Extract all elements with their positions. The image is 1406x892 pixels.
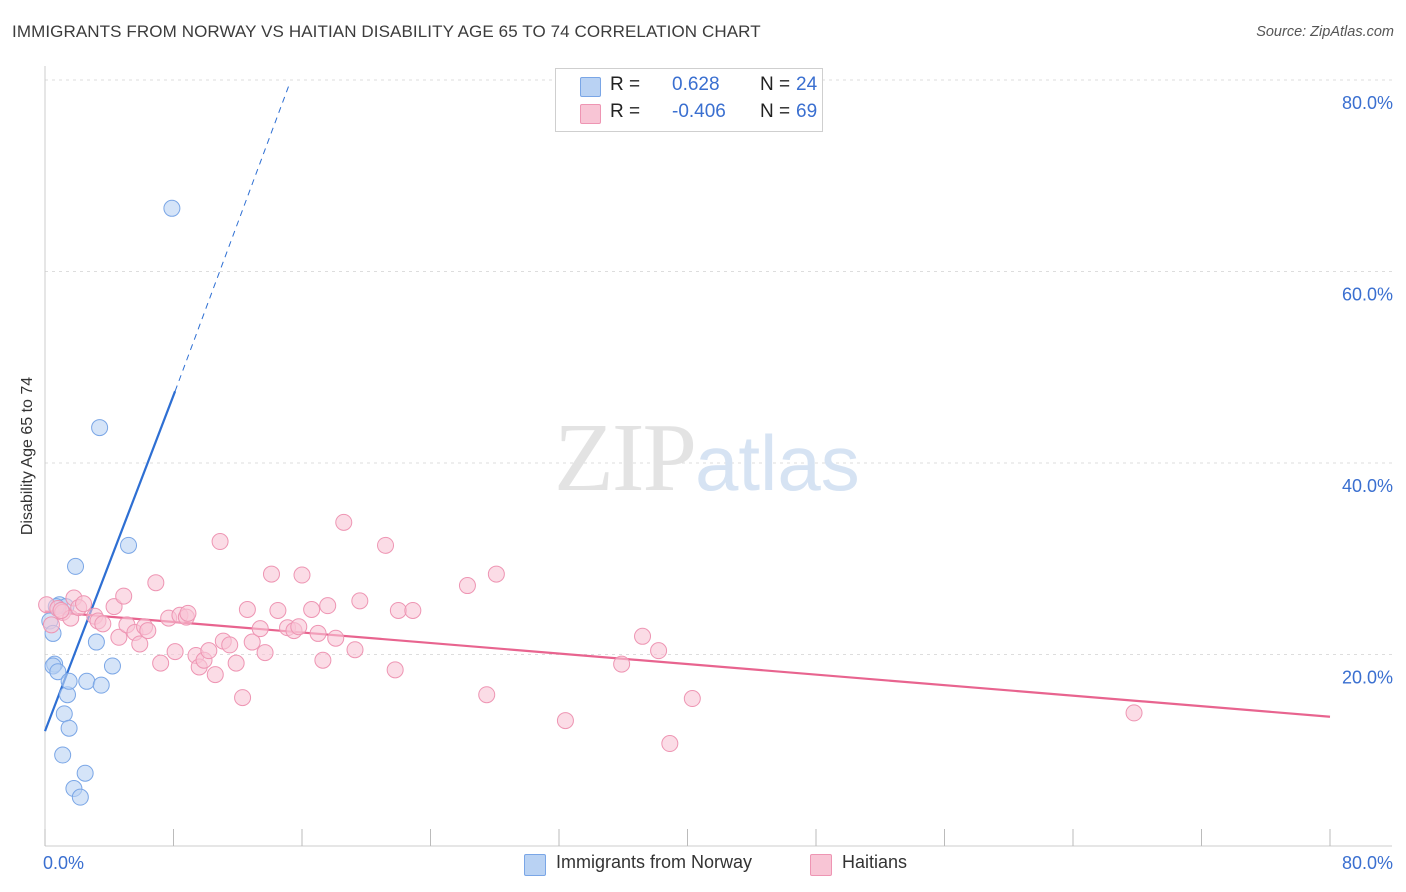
haitians-point: [94, 615, 112, 633]
haitians-point: [206, 666, 224, 684]
haitians-point: [661, 735, 679, 753]
haitians-point: [335, 513, 353, 531]
x-tick-label: 80.0%: [1342, 853, 1393, 873]
haitians-point: [386, 661, 404, 679]
y-tick-label: 80.0%: [1342, 93, 1393, 113]
y-tick-label: 20.0%: [1342, 668, 1393, 688]
legend-label: Haitians: [842, 852, 908, 872]
norway-swatch: [580, 77, 601, 97]
haitians-point: [613, 655, 631, 673]
haitians-point: [634, 627, 652, 645]
haitians-point: [351, 592, 369, 610]
norway-point: [60, 719, 78, 737]
norway-point: [91, 419, 109, 437]
haitians-point: [327, 629, 345, 647]
haitians-point: [221, 636, 239, 654]
n-label: N =: [760, 101, 791, 122]
haitians-point: [683, 690, 701, 708]
norway-point: [103, 657, 121, 675]
haitians-point: [200, 642, 218, 660]
norway-point: [54, 746, 72, 764]
norway-point: [49, 663, 67, 681]
haitians-point: [556, 712, 574, 730]
haitians-point: [251, 620, 269, 638]
haitians-point: [243, 633, 261, 651]
axes: [44, 66, 1392, 847]
y-axis-title: Disability Age 65 to 74: [19, 376, 36, 536]
haitians-point: [227, 654, 245, 672]
norway-point: [87, 633, 105, 651]
haitians-point: [303, 600, 321, 618]
haitians-point: [139, 622, 157, 640]
grid-lines: [45, 79, 1392, 655]
legend-label: Immigrants from Norway: [556, 852, 753, 872]
r-label: R =: [610, 74, 641, 95]
r-label: R =: [610, 101, 641, 122]
norway-trend-extension: [174, 84, 290, 392]
source-credit: Source: ZipAtlas.com: [1256, 24, 1394, 40]
haitians-point: [290, 618, 308, 636]
haitians-point: [152, 654, 170, 672]
haitians-point: [131, 635, 149, 653]
norway-point: [120, 536, 138, 554]
haitians-point: [314, 651, 332, 669]
haitians-point: [319, 597, 337, 615]
chart-title: IMMIGRANTS FROM NORWAY VS HAITIAN DISABI…: [12, 22, 761, 41]
watermark: ZIPatlas: [554, 400, 860, 514]
haitians-point: [234, 689, 252, 707]
haitians-point: [389, 601, 407, 619]
haitians-legend-swatch: [810, 854, 832, 876]
correlation-stats-box: R = 0.628 N = 24 R = -0.406 N = 69: [555, 68, 823, 132]
haitians-point: [650, 642, 668, 660]
haitians-point: [238, 600, 256, 618]
norway-point: [67, 557, 85, 575]
norway-point: [71, 788, 89, 806]
n-value: 24: [796, 74, 818, 95]
n-label: N =: [760, 74, 791, 95]
y-tick-label: 40.0%: [1342, 476, 1393, 496]
norway-point: [55, 705, 73, 723]
haitians-point: [404, 601, 422, 619]
haitians-point: [42, 616, 60, 634]
haitians-point: [110, 628, 128, 646]
haitians-point: [52, 601, 70, 619]
data-points: [38, 199, 1143, 806]
haitians-point: [262, 565, 280, 583]
haitians-point: [147, 574, 165, 592]
x-tick-label: 0.0%: [43, 853, 84, 873]
haitians-point: [269, 601, 287, 619]
haitians-point: [256, 644, 274, 662]
haitians-point: [478, 686, 496, 704]
haitians-point: [377, 536, 395, 554]
tick-labels: 20.0% 40.0% 60.0% 80.0% 0.0% 80.0%: [43, 93, 1393, 873]
haitians-point: [487, 565, 505, 583]
haitians-point: [346, 641, 364, 659]
haitians-point: [1125, 704, 1143, 722]
haitians-point: [309, 624, 327, 642]
norway-point: [163, 199, 181, 217]
watermark-atlas: atlas: [695, 419, 860, 507]
watermark-zip: ZIP: [554, 404, 697, 512]
r-value: 0.628: [672, 74, 720, 95]
r-value: -0.406: [672, 101, 726, 122]
haitians-point: [105, 598, 123, 616]
norway-point: [78, 672, 96, 690]
haitians-point: [458, 577, 476, 595]
haitians-point: [75, 595, 93, 613]
haitians-point: [211, 533, 229, 551]
haitians-point: [166, 643, 184, 661]
haitians-point: [293, 566, 311, 584]
haitians-swatch: [580, 104, 601, 124]
norway-point: [92, 676, 110, 694]
n-value: 69: [796, 101, 818, 122]
haitians-point: [179, 604, 197, 622]
norway-point: [76, 764, 94, 782]
norway-point: [60, 672, 78, 690]
norway-legend-swatch: [524, 854, 546, 876]
y-tick-label: 60.0%: [1342, 285, 1393, 305]
haitians-point: [115, 587, 133, 605]
